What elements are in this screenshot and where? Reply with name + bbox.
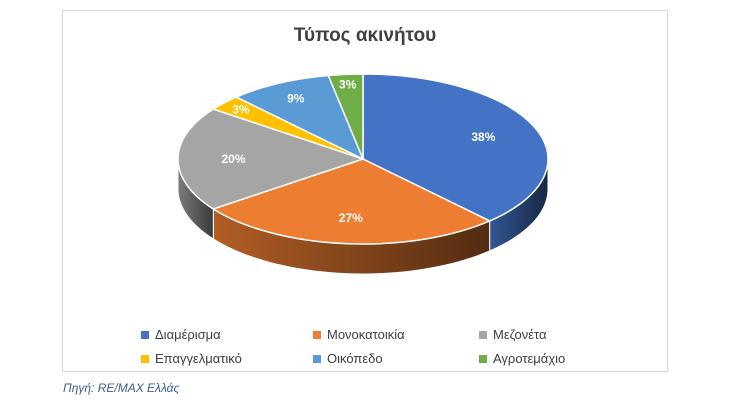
pie-slice-4 xyxy=(234,74,365,161)
pie-labels: 38% 27% 20% 3% 9% 3% xyxy=(221,78,495,226)
legend-label-2: Μεζονέτα xyxy=(493,327,547,342)
data-label-2: 20% xyxy=(221,152,245,166)
pie-slice-0 xyxy=(362,73,549,222)
pie-slice-5 xyxy=(327,73,364,160)
pie-slice-1 xyxy=(211,158,492,245)
legend-item-5: Αγροτεμάχιο xyxy=(479,351,565,366)
legend-swatch-1 xyxy=(313,330,321,339)
legend-swatch-2 xyxy=(479,330,487,339)
legend-label-4: Οικόπεδο xyxy=(327,351,383,366)
data-label-1: 27% xyxy=(339,211,363,225)
data-label-3: 3% xyxy=(232,103,250,117)
chart-frame: Τύπος ακινήτου 38% 27% 20% 3% 9% 3% Διαμέρισμ… xyxy=(62,10,668,372)
legend-swatch-3 xyxy=(141,354,149,363)
legend-item-2: Μεζονέτα xyxy=(479,327,546,342)
legend-label-0: Διαμέρισμα xyxy=(155,327,221,342)
legend-label-3: Επαγγελματικό xyxy=(155,351,242,366)
legend-label-1: Μονοκατοικία xyxy=(327,327,405,342)
data-label-0: 38% xyxy=(471,130,495,144)
legend-swatch-0 xyxy=(141,330,149,339)
legend-item-4: Οικόπεδο xyxy=(313,351,383,366)
pie-slice-2 xyxy=(177,108,366,210)
legend-swatch-4 xyxy=(313,354,321,363)
chart-title: Τύπος ακινήτου xyxy=(293,25,437,46)
pie-top xyxy=(177,73,549,245)
data-label-4: 9% xyxy=(287,91,305,105)
legend-item-3: Επαγγελματικό xyxy=(141,351,242,366)
source-note: Πηγή: RE/MAX Ελλάς xyxy=(63,381,180,395)
data-label-5: 3% xyxy=(339,78,357,92)
legend-swatch-5 xyxy=(479,354,487,363)
legend-item-0: Διαμέρισμα xyxy=(141,327,221,342)
legend-label-5: Αγροτεμάχιο xyxy=(493,351,566,366)
pie-chart: 38% 27% 20% 3% 9% 3% xyxy=(177,73,549,275)
legend-item-1: Μονοκατοικία xyxy=(313,327,405,342)
